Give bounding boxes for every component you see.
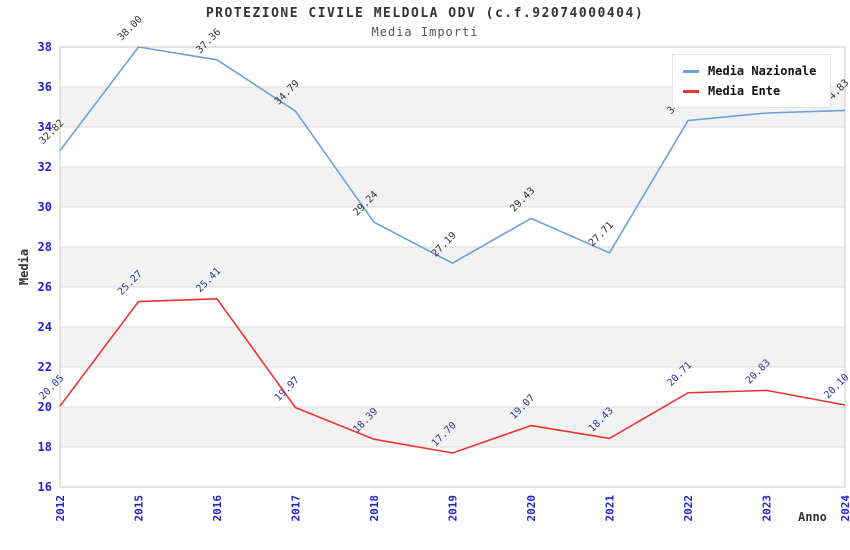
y-tick-label: 28 xyxy=(38,240,52,254)
y-tick-label: 32 xyxy=(38,160,52,174)
x-tick-label: 2023 xyxy=(761,495,774,522)
x-tick-label: 2018 xyxy=(368,495,381,522)
y-tick-label: 20 xyxy=(38,400,52,414)
y-tick-label: 22 xyxy=(38,360,52,374)
x-tick-label: 2012 xyxy=(54,495,67,522)
data-label: 20.10 xyxy=(822,372,850,401)
y-tick-label: 30 xyxy=(38,200,52,214)
y-tick-label: 24 xyxy=(38,320,52,334)
x-tick-label: 2022 xyxy=(682,495,695,522)
x-axis-title: Anno xyxy=(798,510,827,524)
x-tick-label: 2019 xyxy=(447,495,460,522)
y-tick-label: 18 xyxy=(38,440,52,454)
legend: Media Nazionale Media Ente xyxy=(672,54,832,108)
grid-band xyxy=(60,167,845,207)
y-tick-label: 16 xyxy=(38,480,52,494)
grid-band xyxy=(60,327,845,367)
legend-swatch xyxy=(683,89,699,93)
legend-item: Media Ente xyxy=(683,81,816,101)
legend-item: Media Nazionale xyxy=(683,61,816,81)
data-label: 20.05 xyxy=(37,373,66,402)
x-tick-label: 2024 xyxy=(839,495,850,522)
legend-swatch xyxy=(683,69,699,73)
data-label: 27.71 xyxy=(587,220,616,249)
x-tick-label: 2021 xyxy=(604,495,617,522)
series-line-media-nazionale xyxy=(59,46,846,265)
data-label: 38.00 xyxy=(116,14,145,43)
plot-border xyxy=(59,46,846,488)
y-tick-label: 38 xyxy=(38,40,52,54)
y-tick-label: 36 xyxy=(38,80,52,94)
legend-label: Media Ente xyxy=(708,84,781,98)
y-axis-title: Media xyxy=(17,249,31,285)
x-tick-label: 2015 xyxy=(133,495,146,522)
y-tick-label: 26 xyxy=(38,280,52,294)
x-tick-label: 2016 xyxy=(211,495,224,522)
chart-title: PROTEZIONE CIVILE MELDOLA ODV (c.f.92074… xyxy=(205,6,645,21)
chart-subtitle: Media Importi xyxy=(371,25,479,39)
x-tick-label: 2020 xyxy=(525,495,538,522)
grid-band xyxy=(60,407,845,447)
grid-band xyxy=(60,247,845,287)
legend-label: Media Nazionale xyxy=(708,64,817,78)
x-tick-label: 2017 xyxy=(290,495,303,522)
data-label: 19.97 xyxy=(273,375,302,404)
series-line-media-ente xyxy=(59,297,846,454)
y-tick-label: 34 xyxy=(38,120,52,134)
data-label: 37.36 xyxy=(194,27,223,56)
